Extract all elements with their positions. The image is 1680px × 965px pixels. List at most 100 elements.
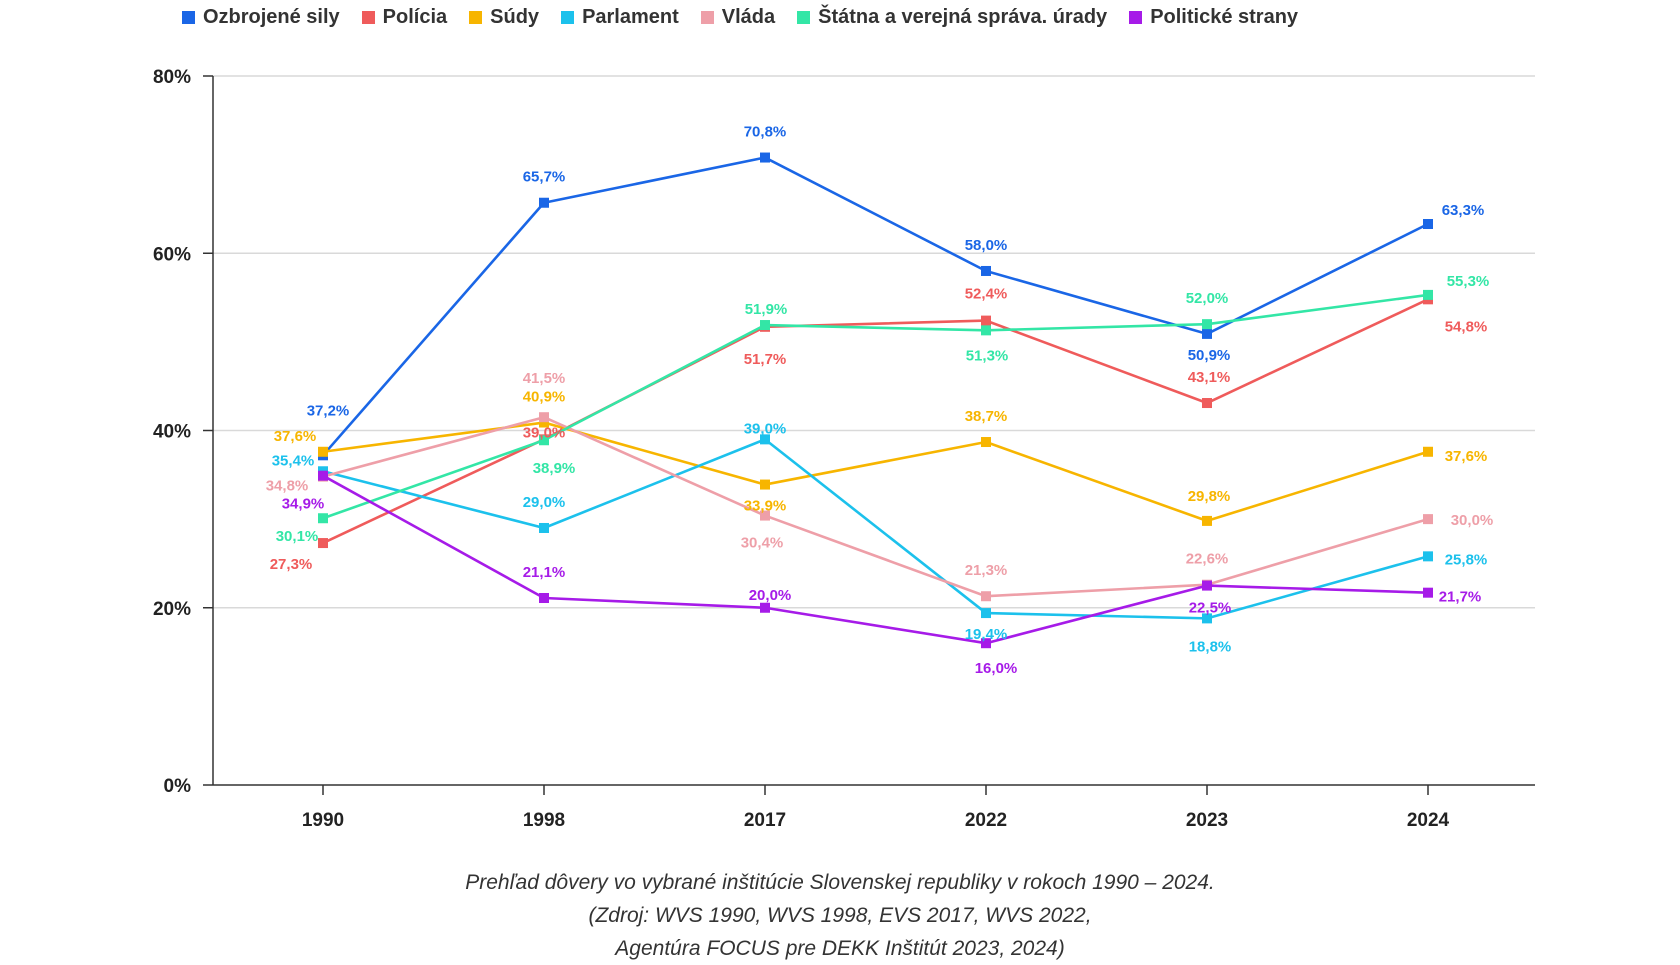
chart-caption: Prehľad dôvery vo vybrané inštitúcie Slo…	[0, 866, 1680, 965]
legend-swatch	[700, 11, 714, 24]
data-label-parlament: 35,4%	[272, 452, 315, 469]
x-tick-label: 2024	[1407, 810, 1450, 831]
data-label-vlada: 30,0%	[1451, 512, 1494, 529]
point-marker-ozbrojene-sily	[760, 152, 770, 163]
data-label-ozbrojene-sily: 65,7%	[523, 169, 566, 186]
point-marker-statna-a-verejna-sprava-urady	[1202, 319, 1212, 330]
series-line-sudy	[322, 421, 1429, 523]
series-line-politicke-strany	[322, 474, 1429, 645]
data-label-politicke-strany: 34,9%	[282, 496, 325, 513]
point-marker-vlada	[539, 412, 549, 423]
legend-swatch	[361, 11, 375, 24]
chart-legend: Ozbrojené sily Polícia Súdy Parlament Vláda Š…	[0, 6, 1480, 29]
data-label-sudy: 40,9%	[523, 389, 566, 406]
point-marker-sudy	[1423, 446, 1433, 457]
data-label-sudy: 29,8%	[1188, 488, 1231, 505]
caption-line-1: Prehľad dôvery vo vybrané inštitúcie Slo…	[465, 871, 1215, 894]
point-marker-ozbrojene-sily	[1423, 219, 1433, 230]
point-marker-sudy	[760, 479, 770, 490]
data-label-statna-a-verejna-sprava-urady: 51,9%	[745, 301, 788, 318]
legend-label: Parlament	[582, 6, 679, 28]
point-marker-parlament	[539, 522, 549, 533]
point-marker-statna-a-verejna-sprava-urady	[981, 325, 991, 336]
point-marker-sudy	[539, 417, 549, 428]
legend-label: Súdy	[490, 6, 540, 28]
x-tick-label: 1990	[302, 810, 344, 831]
series-line-vlada	[322, 415, 1429, 598]
point-marker-ozbrojene-sily	[1202, 328, 1212, 339]
data-label-sudy: 37,6%	[274, 428, 317, 445]
legend-label: Polícia	[382, 6, 448, 28]
data-label-statna-a-verejna-sprava-urady: 30,1%	[276, 528, 319, 545]
data-label-parlament: 29,0%	[523, 494, 566, 511]
data-label-policia: 43,1%	[1188, 369, 1231, 386]
point-marker-statna-a-verejna-sprava-urady	[539, 435, 549, 446]
point-marker-policia	[981, 315, 991, 326]
data-label-politicke-strany: 22,5%	[1189, 600, 1232, 617]
gridlines	[213, 75, 1535, 609]
point-marker-parlament	[981, 608, 991, 619]
y-tick-label: 20%	[153, 599, 191, 620]
point-marker-vlada	[760, 510, 770, 521]
series-line-policia	[322, 298, 1429, 545]
y-tick-label: 80%	[153, 67, 191, 88]
point-marker-ozbrojene-sily	[981, 265, 991, 276]
data-label-vlada: 34,8%	[266, 478, 309, 495]
series-line-parlament	[322, 438, 1429, 620]
data-label-parlament: 18,8%	[1189, 638, 1232, 655]
data-label-ozbrojene-sily: 70,8%	[744, 124, 787, 141]
point-marker-politicke-strany	[981, 638, 991, 649]
data-label-ozbrojene-sily: 37,2%	[307, 402, 350, 419]
series-line-ozbrojene-sily	[322, 156, 1429, 457]
point-marker-politicke-strany	[318, 470, 328, 481]
point-marker-ozbrojene-sily	[539, 197, 549, 208]
legend-swatch	[469, 11, 483, 24]
data-label-sudy: 38,7%	[965, 408, 1008, 425]
axes: 0% 20% 40% 60% 80% 1990 1998 2017 2022 2023 2024	[153, 67, 1535, 831]
caption-line-2: (Zdroj: WVS 1990, WVS 1998, EVS 2017, WV…	[588, 904, 1092, 927]
x-tick-label: 2023	[1186, 810, 1228, 831]
point-marker-sudy	[1202, 515, 1212, 526]
point-marker-statna-a-verejna-sprava-urady	[1423, 289, 1433, 300]
legend-label: Ozbrojené sily	[202, 6, 340, 28]
x-tick-label: 2022	[965, 810, 1007, 831]
point-marker-policia	[318, 538, 328, 549]
y-tick-label: 60%	[153, 244, 191, 265]
point-marker-politicke-strany	[1202, 580, 1212, 591]
point-marker-policia	[1202, 398, 1212, 409]
data-label-parlament: 39,0%	[744, 420, 787, 437]
series-line-statna-a-verejna-sprava-urady	[322, 293, 1429, 520]
data-label-ozbrojene-sily: 63,3%	[1442, 202, 1485, 219]
data-label-policia: 27,3%	[270, 556, 313, 573]
data-label-ozbrojene-sily: 58,0%	[965, 237, 1008, 254]
legend-item-sudy: Súdy	[469, 6, 539, 29]
legend-swatch	[1129, 11, 1143, 24]
line-chart: 0% 20% 40% 60% 80% 1990 1998 2017 2022 2023 2024 3…	[153, 67, 1535, 831]
data-label-sudy: 33,9%	[744, 498, 787, 515]
point-marker-statna-a-verejna-sprava-urady	[318, 513, 328, 524]
legend-item-statna-a-verejna-sprava-urady: Štátna a verejná správa. úrady	[797, 6, 1107, 29]
data-label-policia: 54,8%	[1445, 318, 1488, 335]
data-label-vlada: 41,5%	[523, 370, 566, 387]
data-label-vlada: 21,3%	[965, 562, 1008, 579]
x-tick-label: 1998	[523, 810, 565, 831]
legend-swatch	[561, 11, 575, 24]
legend-label: Štátna a verejná správa. úrady	[818, 6, 1108, 28]
data-label-statna-a-verejna-sprava-urady: 38,9%	[533, 460, 576, 477]
y-tick-label: 40%	[153, 422, 191, 443]
legend-item-policia: Polícia	[361, 6, 448, 29]
legend-item-politicke-strany: Politické strany	[1129, 6, 1298, 29]
legend-item-vlada: Vláda	[700, 6, 775, 29]
y-tick-label: 0%	[164, 776, 192, 797]
x-tick-label: 2017	[744, 810, 786, 831]
data-label-policia: 52,4%	[965, 286, 1008, 303]
data-label-politicke-strany: 20,0%	[749, 587, 792, 604]
point-marker-vlada	[1423, 514, 1433, 525]
data-label-politicke-strany: 21,7%	[1439, 589, 1482, 606]
legend-item-ozbrojene-sily: Ozbrojené sily	[181, 6, 340, 29]
data-label-politicke-strany: 21,1%	[523, 564, 566, 581]
data-label-ozbrojene-sily: 50,9%	[1188, 347, 1231, 364]
data-label-policia: 39,0%	[523, 424, 566, 441]
data-label-policia: 51,7%	[744, 351, 787, 368]
data-label-vlada: 30,4%	[741, 535, 784, 552]
